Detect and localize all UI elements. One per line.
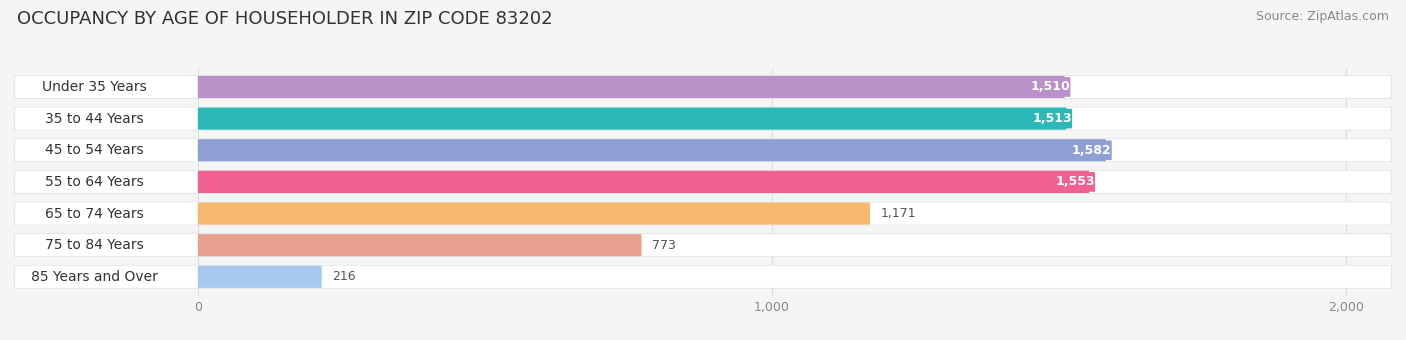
FancyBboxPatch shape (1071, 140, 1112, 160)
FancyBboxPatch shape (15, 266, 1391, 288)
FancyBboxPatch shape (15, 202, 1391, 225)
FancyBboxPatch shape (14, 75, 1392, 98)
FancyBboxPatch shape (17, 140, 172, 160)
FancyBboxPatch shape (17, 204, 172, 223)
Text: 85 Years and Over: 85 Years and Over (31, 270, 157, 284)
Text: 55 to 64 Years: 55 to 64 Years (45, 175, 143, 189)
FancyBboxPatch shape (15, 171, 1391, 193)
Text: 773: 773 (652, 239, 676, 252)
Text: 1,171: 1,171 (880, 207, 917, 220)
Text: Under 35 Years: Under 35 Years (42, 80, 146, 94)
Text: 1,553: 1,553 (1056, 175, 1095, 188)
FancyBboxPatch shape (1054, 172, 1095, 192)
Text: 65 to 74 Years: 65 to 74 Years (45, 206, 143, 221)
FancyBboxPatch shape (15, 76, 1391, 98)
FancyBboxPatch shape (198, 202, 870, 225)
FancyBboxPatch shape (15, 139, 1391, 162)
FancyBboxPatch shape (1032, 109, 1073, 129)
FancyBboxPatch shape (198, 171, 1090, 193)
FancyBboxPatch shape (198, 234, 641, 256)
Text: 216: 216 (332, 270, 356, 283)
FancyBboxPatch shape (198, 76, 1064, 98)
FancyBboxPatch shape (15, 107, 1391, 130)
FancyBboxPatch shape (198, 107, 1066, 130)
Text: 75 to 84 Years: 75 to 84 Years (45, 238, 143, 252)
Text: OCCUPANCY BY AGE OF HOUSEHOLDER IN ZIP CODE 83202: OCCUPANCY BY AGE OF HOUSEHOLDER IN ZIP C… (17, 10, 553, 28)
FancyBboxPatch shape (14, 139, 1392, 162)
FancyBboxPatch shape (198, 266, 322, 288)
FancyBboxPatch shape (14, 202, 1392, 225)
FancyBboxPatch shape (17, 77, 172, 97)
FancyBboxPatch shape (15, 234, 1391, 256)
Text: 1,510: 1,510 (1031, 81, 1070, 94)
FancyBboxPatch shape (17, 172, 172, 192)
FancyBboxPatch shape (17, 109, 172, 129)
Text: Source: ZipAtlas.com: Source: ZipAtlas.com (1256, 10, 1389, 23)
FancyBboxPatch shape (17, 235, 172, 255)
Text: 1,513: 1,513 (1032, 112, 1071, 125)
Text: 1,582: 1,582 (1071, 144, 1112, 157)
FancyBboxPatch shape (14, 234, 1392, 257)
FancyBboxPatch shape (14, 266, 1392, 288)
FancyBboxPatch shape (198, 139, 1107, 162)
FancyBboxPatch shape (1031, 77, 1070, 97)
Text: 35 to 44 Years: 35 to 44 Years (45, 112, 143, 125)
FancyBboxPatch shape (14, 171, 1392, 193)
Text: 45 to 54 Years: 45 to 54 Years (45, 143, 143, 157)
FancyBboxPatch shape (14, 107, 1392, 130)
FancyBboxPatch shape (17, 267, 172, 287)
